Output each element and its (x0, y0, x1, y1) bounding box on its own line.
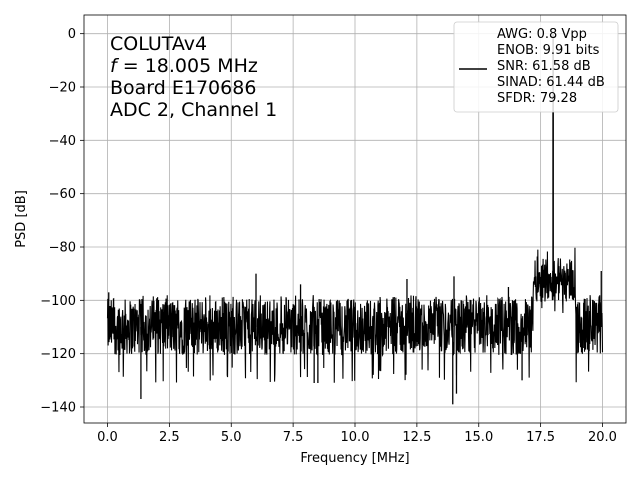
x-tick-label: 0.0 (97, 430, 118, 445)
y-axis-label: PSD [dB] (14, 190, 29, 248)
x-tick-label: 2.5 (159, 430, 180, 445)
annotation-frequency-value: = 18.005 MHz (117, 55, 258, 77)
legend: AWG: 0.8 Vpp ENOB: 9.91 bits SNR: 61.58 … (453, 21, 619, 113)
y-tick-label: −20 (49, 81, 76, 96)
annotation-line-2: f = 18.005 MHz (110, 55, 258, 77)
y-tick-label: −60 (49, 187, 76, 202)
annotation-line-4: ADC 2, Channel 1 (110, 99, 277, 121)
y-tick-label: −80 (49, 241, 76, 256)
text-annotation: COLUTAv4 f = 18.005 MHz Board E170686 AD… (110, 33, 277, 121)
x-tick-label: 10.0 (341, 430, 370, 445)
y-tick-label: −100 (40, 294, 76, 309)
legend-entry-sinad: SINAD: 61.44 dB (497, 75, 605, 90)
x-tick-label: 20.0 (588, 430, 617, 445)
legend-entry-sfdr: SFDR: 79.28 (497, 91, 577, 106)
annotation-line-1: COLUTAv4 (110, 33, 207, 55)
x-tick-label: 5.0 (221, 430, 242, 445)
legend-entry-enob: ENOB: 9.91 bits (497, 43, 600, 58)
legend-entry-snr: SNR: 61.58 dB (497, 59, 591, 74)
y-tick-label: −120 (40, 347, 76, 362)
x-tick-label: 17.5 (526, 430, 555, 445)
x-tick-label: 7.5 (283, 430, 304, 445)
legend-box (453, 21, 619, 113)
y-tick-label: −40 (49, 134, 76, 149)
psd-trace (106, 247, 604, 383)
y-tick-label: −140 (40, 401, 76, 416)
annotation-line-3: Board E170686 (110, 77, 256, 99)
x-tick-label: 15.0 (464, 430, 493, 445)
x-axis-ticks: 0.0 2.5 5.0 7.5 10.0 12.5 15.0 17.5 20.0 (97, 423, 617, 445)
legend-entry-awg: AWG: 0.8 Vpp (497, 27, 587, 42)
x-axis-label: Frequency [MHz] (300, 451, 409, 466)
y-axis-ticks: 0 −20 −40 −60 −80 −100 −120 −140 (40, 27, 84, 416)
annotation-frequency-symbol: f (110, 55, 120, 77)
y-tick-label: 0 (68, 27, 76, 42)
x-tick-label: 12.5 (402, 430, 431, 445)
